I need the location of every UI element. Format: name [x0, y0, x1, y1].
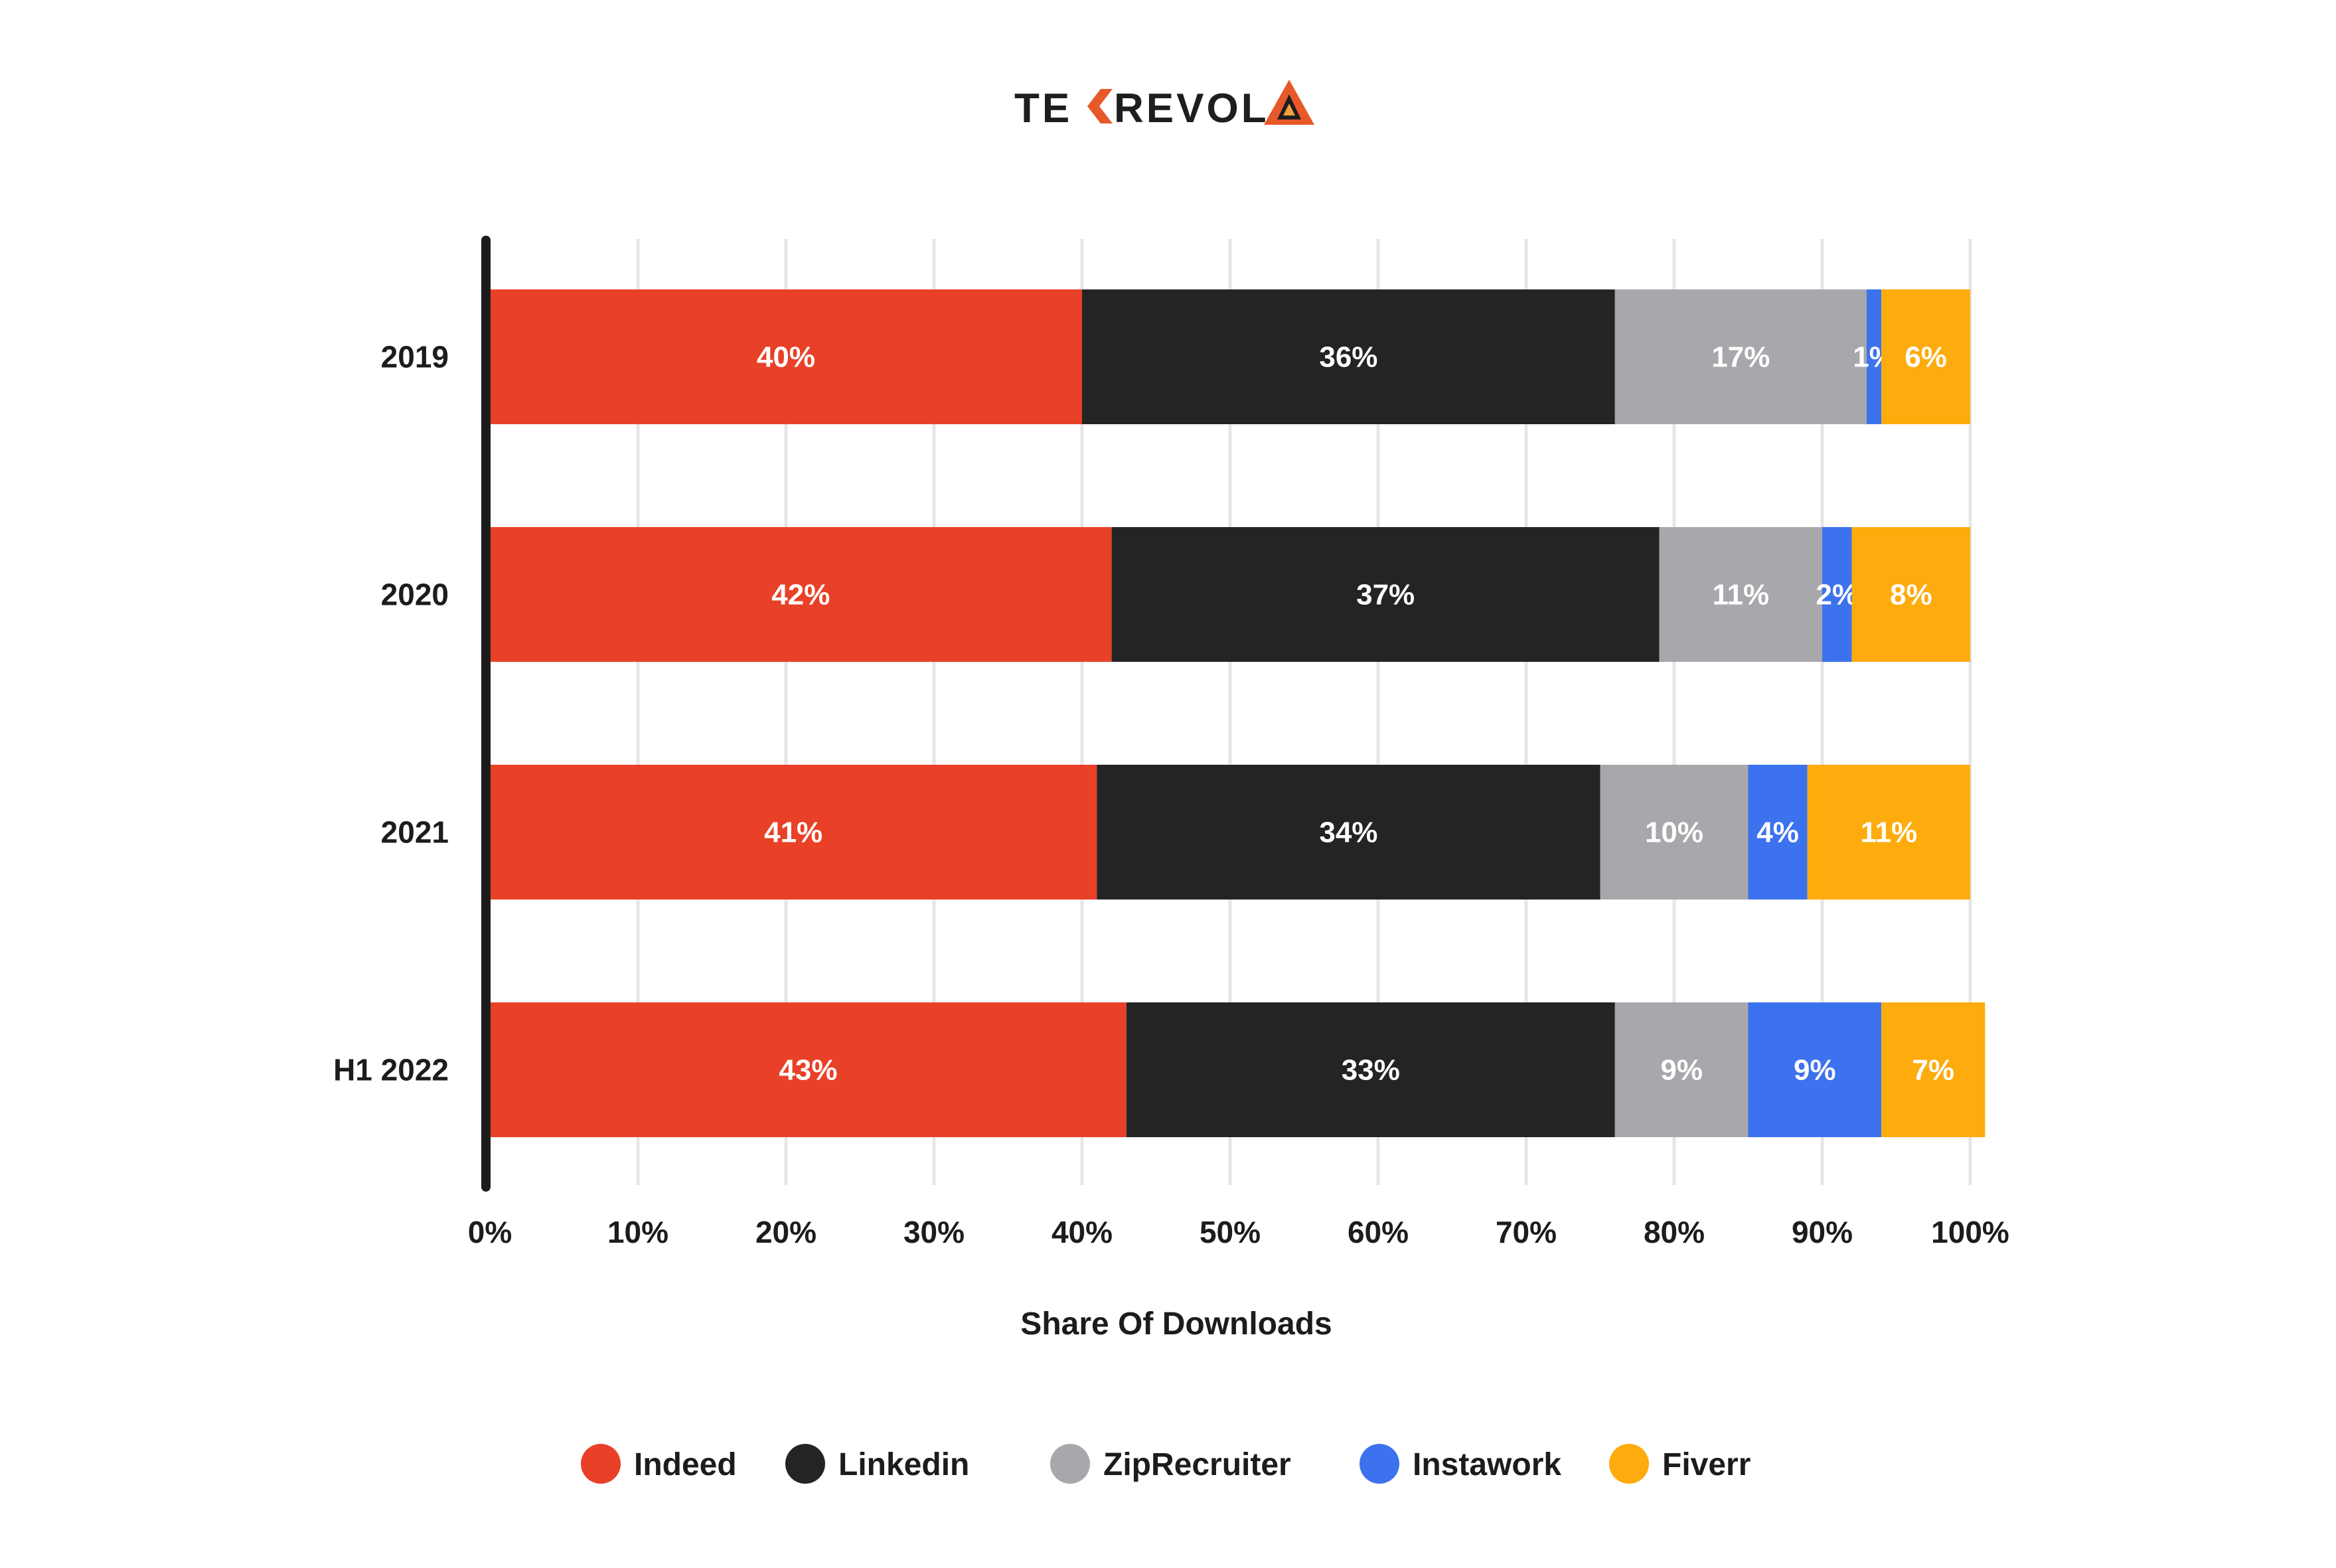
legend: Indeed Linkedin ZipRecruiter Instawork Fiver… [581, 1444, 1751, 1484]
bar-segment-fiverr [1851, 527, 1970, 662]
bar-segment-linkedin [1111, 527, 1660, 662]
data-label: 40% [757, 341, 815, 374]
data-label: 8% [1890, 579, 1932, 611]
x-tick-label: 70% [1496, 1215, 1557, 1249]
bar-segment-linkedin [1082, 289, 1615, 424]
x-tick-label: 30% [903, 1215, 965, 1249]
bar-segment-instawork [1822, 527, 1852, 662]
x-tick-label: 20% [755, 1215, 817, 1249]
x-tick-label: 0% [468, 1215, 512, 1249]
data-label: 37% [1356, 579, 1415, 611]
category-label: 2021 [381, 815, 449, 850]
data-label: 42% [771, 579, 830, 611]
legend-label: Linkedin [838, 1447, 969, 1482]
data-label: 10% [1645, 817, 1703, 849]
bar-segment-fiverr [1881, 1002, 1986, 1137]
bar-segments: 40% 36% 17% 1% 6%42% 37% 11% 2% 8%41% 34% 10% 4% 11%… [490, 289, 1986, 1137]
bar-segment-fiverr [1881, 289, 1970, 424]
category-labels: 2019 2020 2021 H1 2022 [333, 340, 449, 1087]
legend-label: Instawork [1413, 1447, 1561, 1482]
bar-segment-indeed [490, 527, 1112, 662]
data-label: 2% [1816, 579, 1859, 611]
logo-triangle-icon [1264, 80, 1314, 125]
data-label: 43% [779, 1054, 837, 1087]
data-label: 9% [1660, 1054, 1703, 1087]
category-label: H1 2022 [333, 1053, 449, 1087]
logo-text-left: TE [1014, 86, 1072, 131]
legend-label: ZipRecruiter [1103, 1447, 1291, 1482]
data-label: 7% [1912, 1054, 1954, 1087]
bar-segment-linkedin [1126, 1002, 1615, 1137]
x-tick-label: 90% [1792, 1215, 1853, 1249]
legend-swatch-ziprecruiter [1050, 1444, 1090, 1484]
legend-label: Fiverr [1662, 1447, 1751, 1482]
data-label: 33% [1342, 1054, 1400, 1087]
bar-segment-ziprecruiter [1659, 527, 1822, 662]
legend-swatch-indeed [581, 1444, 621, 1484]
legend-swatch-linkedin [785, 1444, 825, 1484]
logo-chevron-icon [1087, 89, 1113, 123]
bar-segment-ziprecruiter [1614, 1002, 1749, 1137]
bar-segment-indeed [490, 765, 1097, 900]
bar-segment-ziprecruiter [1600, 765, 1749, 900]
tekrevol-logo: TE REVOL [1014, 80, 1314, 131]
data-label: 11% [1861, 817, 1918, 849]
x-tick-label: 80% [1644, 1215, 1705, 1249]
bar-segment-ziprecruiter [1614, 289, 1867, 424]
bar-segment-fiverr [1807, 765, 1970, 900]
data-label: 41% [764, 817, 822, 849]
x-axis-title: Share Of Downloads [1020, 1306, 1332, 1342]
data-label: 17% [1711, 341, 1770, 374]
legend-label: Indeed [634, 1447, 737, 1482]
data-label: 34% [1319, 817, 1377, 849]
bar-segment-indeed [490, 1002, 1127, 1137]
data-label: 36% [1319, 341, 1377, 374]
x-tick-labels: 0% 10% 20% 30% 40% 50% 60% 70% 80% 90% 100% [468, 1215, 2009, 1249]
bar-segment-instawork [1866, 289, 1882, 424]
data-label: 11% [1713, 579, 1770, 611]
x-tick-label: 40% [1051, 1215, 1113, 1249]
data-label: 4% [1756, 817, 1799, 849]
data-label: 6% [1905, 341, 1947, 374]
legend-swatch-fiverr [1609, 1444, 1649, 1484]
category-label: 2019 [381, 340, 449, 374]
bar-segment-indeed [490, 289, 1082, 424]
x-tick-label: 100% [1931, 1215, 2009, 1249]
legend-swatch-instawork [1360, 1444, 1399, 1484]
x-tick-label: 50% [1200, 1215, 1261, 1249]
data-label: 9% [1794, 1054, 1836, 1087]
bar-segment-instawork [1748, 1002, 1882, 1137]
x-tick-label: 10% [607, 1215, 668, 1249]
bar-segment-linkedin [1097, 765, 1600, 900]
bar-segment-instawork [1748, 765, 1808, 900]
logo-text-right: REVOL [1114, 86, 1269, 131]
category-label: 2020 [381, 578, 449, 612]
x-tick-label: 60% [1348, 1215, 1409, 1249]
